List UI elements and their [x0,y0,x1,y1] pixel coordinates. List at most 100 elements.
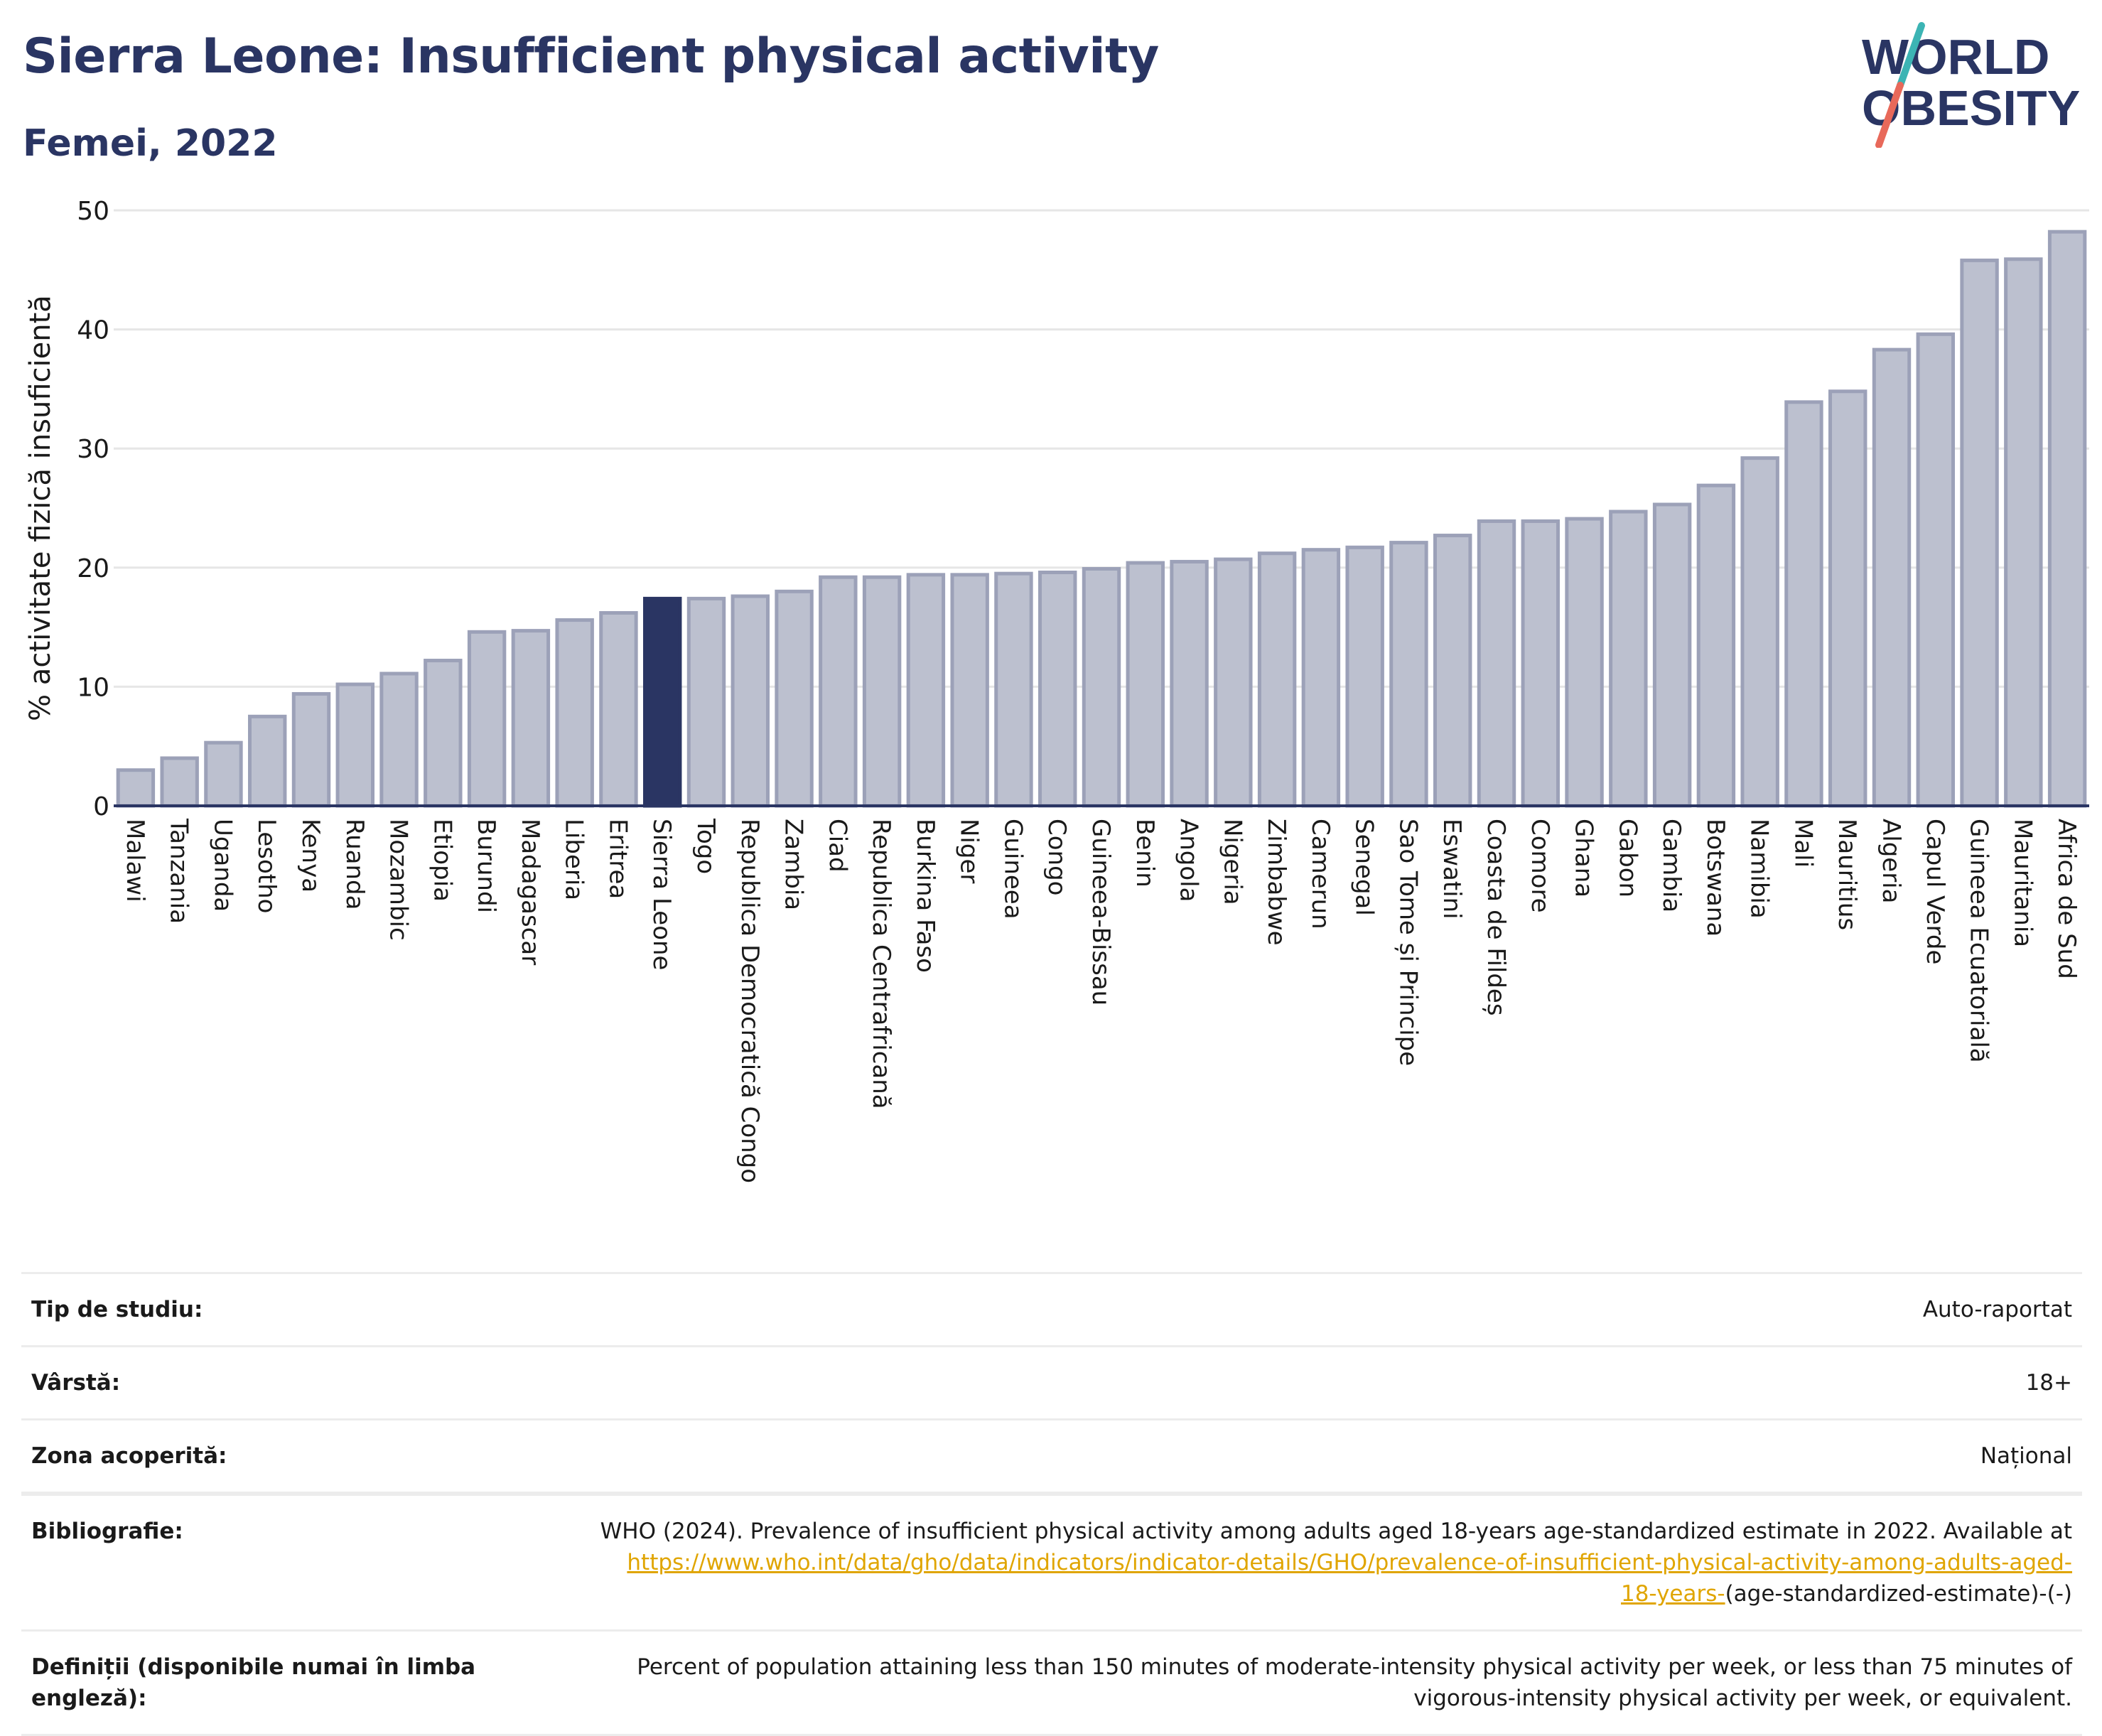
x-tick-label: Uganda [208,819,237,912]
y-tick-label: 20 [77,554,109,583]
x-tick-label: Angola [1175,819,1203,902]
bar [248,714,287,808]
bar [511,629,551,808]
x-tick-label: Benin [1131,819,1159,888]
x-tick-label: Republica Democratică Congo [735,819,764,1183]
x-tick-label: Guineea [998,819,1027,920]
bar [1784,400,1823,808]
bibliography-link-continued[interactable]: 18-years- [1620,1581,1725,1607]
bar [379,672,419,808]
x-tick-label: Eritrea [603,819,632,899]
x-tick-label: Ciad [823,819,851,873]
x-tick-label: Niger [955,819,983,883]
x-tick-label: Ruanda [340,819,369,910]
info-row-bibliography: Bibliografie: WHO (2024). Prevalence of … [21,1494,2082,1629]
x-tick-label: Eswatini [1438,819,1466,920]
info-row-label: Vârstă: [31,1370,121,1396]
bar [1082,566,1121,808]
bar [906,573,946,808]
x-tick-label: Zambia [780,819,808,910]
x-tick-label: Mali [1789,819,1817,868]
x-tick-label: Guineea Ecuatorială [1965,819,1993,1063]
bar [204,740,243,808]
bar [1214,557,1253,808]
x-tick-label: Liberia [560,819,588,900]
y-tick-label: 0 [93,792,109,821]
bibliography-value: WHO (2024). Prevalence of insufficient p… [600,1516,2072,1610]
bar [599,610,638,808]
definitions-value: Percent of population attaining less tha… [637,1654,2072,1711]
x-tick-label: Sao Tome și Principe [1394,819,1422,1066]
x-tick-label: Senegal [1350,819,1379,916]
bar [1609,510,1648,808]
x-tick-label: Lesotho [252,819,281,913]
bar [1872,347,1912,808]
bar [1652,502,1692,808]
bar-chart: 0 10 20 30 40 50 Malawi Tanzania Uganda Lesotho K… [24,197,2089,1183]
info-row: Vârstă: 18+ [21,1345,2082,1418]
world-obesity-logo: WORLD OBESITY [1862,22,2080,148]
x-tick-label: Mauritius [1833,819,1861,930]
x-tick-label: Coasta de Fildeș [1482,819,1510,1016]
x-tick-label: Burkina Faso [911,819,939,973]
x-tick-label: Gabon [1613,819,1642,897]
x-tick-label: Comore [1526,819,1554,913]
x-tick-label: Malawi [121,819,149,902]
bar [1477,519,1516,808]
x-tick-label: Mauritania [2008,819,2037,947]
bar [1126,561,1165,808]
x-tick-label: Republica Centrafricană [867,819,895,1109]
y-tick-label: 50 [77,197,109,226]
bar [950,573,989,808]
bar [1389,541,1428,808]
x-tick-label: Tanzania [165,818,193,924]
bar [291,691,331,808]
bar [1257,551,1297,808]
x-tick-label: Burundi [472,819,500,913]
bar [1916,332,1955,808]
chart-subtitle: Femei, 2022 [23,122,278,165]
info-row-value: Auto-raportat [1922,1297,2072,1322]
x-tick-label: Togo [691,818,720,874]
x-tick-label: Camerun [1306,819,1335,929]
bar [2047,230,2087,808]
x-tick-label: Sierra Leone [647,819,676,970]
y-tick-label: 40 [77,316,109,345]
bar [555,618,594,808]
bar [335,682,374,808]
bar [2004,257,2043,808]
info-row-definitions: Definiții (disponibile numai în limba en… [21,1629,2082,1736]
bibliography-text: WHO (2024). Prevalence of insufficient p… [600,1519,2072,1544]
y-tick-label: 30 [77,435,109,464]
bar [1696,483,1736,808]
x-tick-label: Namibia [1745,819,1774,919]
info-table: Tip de studiu: Auto-raportat Vârstă: 18+ Zon… [21,1272,2082,1736]
x-tick-label: Botswana [1701,819,1730,937]
logo-line1: WORLD [1862,29,2049,85]
bar [1038,571,1077,808]
bar [1170,559,1209,808]
x-tick-labels: Malawi Tanzania Uganda Lesotho Kenya Ruanda Mo… [121,818,2081,1183]
definitions-label: Definiții (disponibile numai în limba en… [31,1654,476,1711]
y-tick-labels: 0 10 20 30 40 50 [77,197,109,821]
bar [1565,517,1604,808]
info-row: Zona acoperită: Național [21,1418,2082,1494]
x-tick-label: Congo [1042,819,1071,895]
info-row-value: 18+ [2025,1370,2072,1396]
bar [160,756,199,808]
bar [994,571,1033,808]
bar-highlighted [643,596,682,808]
x-tick-label: Algeria [1877,819,1905,903]
bar [1828,389,1867,808]
bar [862,575,902,808]
bibliography-link[interactable]: https://www.who.int/data/gho/data/indica… [627,1550,2072,1575]
bar [1960,258,1999,808]
bibliography-suffix: (age-standardized-estimate)-(-) [1725,1581,2072,1607]
chart-title: Sierra Leone: Insufficient physical acti… [23,28,1159,85]
bar [819,575,858,808]
x-tick-label: Kenya [296,819,325,893]
x-tick-label: Nigeria [1218,819,1246,905]
info-row-value: Național [1980,1443,2072,1469]
y-tick-label: 10 [77,673,109,702]
x-tick-label: Gambia [1657,819,1686,912]
